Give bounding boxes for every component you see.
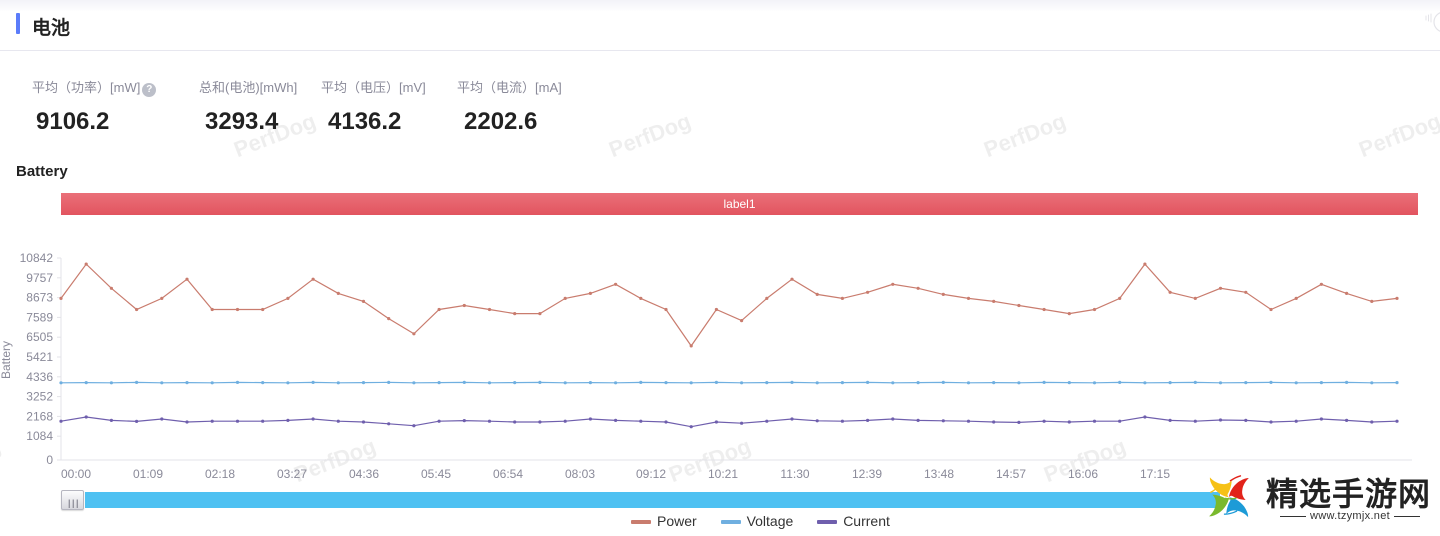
svg-text:10842: 10842 bbox=[20, 251, 54, 265]
svg-text:14:57: 14:57 bbox=[996, 467, 1026, 481]
svg-text:2168: 2168 bbox=[26, 409, 53, 423]
svg-text:12:39: 12:39 bbox=[852, 467, 882, 481]
svg-text:10:21: 10:21 bbox=[708, 467, 738, 481]
svg-text:8673: 8673 bbox=[26, 291, 53, 305]
svg-text:01:09: 01:09 bbox=[133, 467, 163, 481]
svg-text:3252: 3252 bbox=[26, 390, 53, 404]
svg-text:1084: 1084 bbox=[26, 429, 53, 443]
svg-text:5421: 5421 bbox=[26, 350, 53, 364]
svg-text:13:48: 13:48 bbox=[924, 467, 954, 481]
svg-text:11:30: 11:30 bbox=[780, 467, 809, 481]
svg-text:Battery: Battery bbox=[0, 341, 13, 379]
svg-text:08:03: 08:03 bbox=[565, 467, 595, 481]
svg-text:02:18: 02:18 bbox=[205, 467, 235, 481]
svg-text:9757: 9757 bbox=[26, 271, 53, 285]
svg-text:17:15: 17:15 bbox=[1140, 467, 1170, 481]
svg-text:4336: 4336 bbox=[26, 370, 53, 384]
svg-text:6505: 6505 bbox=[26, 330, 53, 344]
svg-text:00:00: 00:00 bbox=[61, 467, 91, 481]
svg-text:09:12: 09:12 bbox=[636, 467, 666, 481]
svg-text:06:54: 06:54 bbox=[493, 467, 523, 481]
svg-text:03:27: 03:27 bbox=[277, 467, 307, 481]
svg-text:16:06: 16:06 bbox=[1068, 467, 1098, 481]
svg-text:0: 0 bbox=[46, 453, 53, 467]
svg-text:7589: 7589 bbox=[26, 310, 53, 324]
svg-text:05:45: 05:45 bbox=[421, 467, 451, 481]
svg-text:04:36: 04:36 bbox=[349, 467, 379, 481]
